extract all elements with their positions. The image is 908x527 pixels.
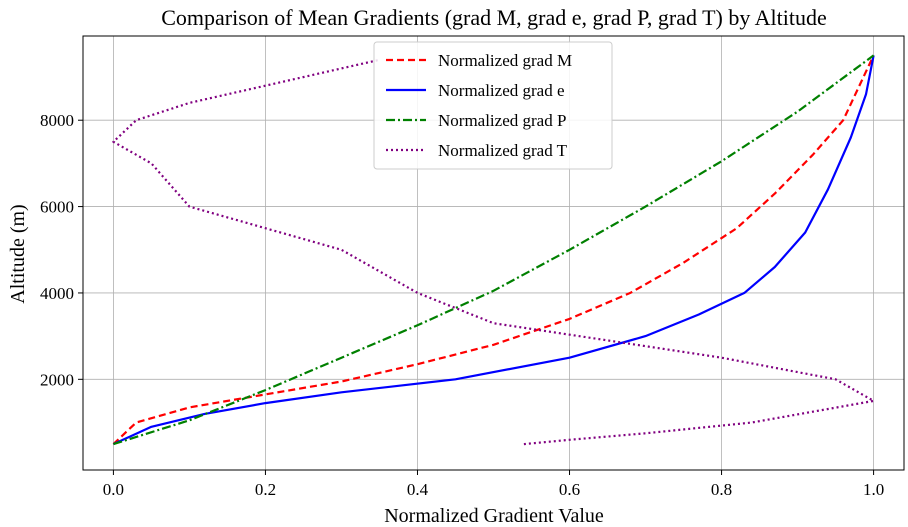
- x-axis-label: Normalized Gradient Value: [384, 505, 604, 527]
- x-tick-label: 0.2: [255, 480, 276, 499]
- y-axis-label: Altitude (m): [7, 204, 29, 303]
- series-layer: [112, 54, 875, 446]
- legend-box: [373, 41, 613, 170]
- chart-title: Comparison of Mean Gradients (grad M, gr…: [161, 5, 827, 30]
- plot-frame: [82, 35, 905, 471]
- y-tick-label: 2000: [40, 370, 74, 389]
- x-tick-label: 0.4: [407, 480, 429, 499]
- series-line-2: [112, 55, 875, 446]
- y-tick-label: 8000: [40, 111, 74, 130]
- series-line-1: [112, 54, 875, 445]
- ticks: 0.0 0.2 0.4 0.6 0.8 1.0 2000 4000 6000 8000: [40, 111, 884, 499]
- series-line-4: [112, 58, 875, 446]
- y-tick-label: 6000: [40, 198, 74, 217]
- x-tick-label: 1.0: [863, 480, 884, 499]
- legend: Normalized grad M Normalized grad e Normal…: [373, 41, 613, 170]
- legend-label: Normalized grad P: [438, 111, 566, 130]
- legend-label: Normalized grad e: [438, 81, 565, 100]
- x-tick-label: 0.0: [103, 480, 124, 499]
- x-tick-label: 0.8: [711, 480, 732, 499]
- x-tick-label: 0.6: [559, 480, 580, 499]
- series-line-3: [113, 54, 875, 446]
- legend-label: Normalized grad T: [438, 141, 568, 160]
- legend-label: Normalized grad M: [438, 51, 572, 70]
- y-tick-label: 4000: [40, 284, 74, 303]
